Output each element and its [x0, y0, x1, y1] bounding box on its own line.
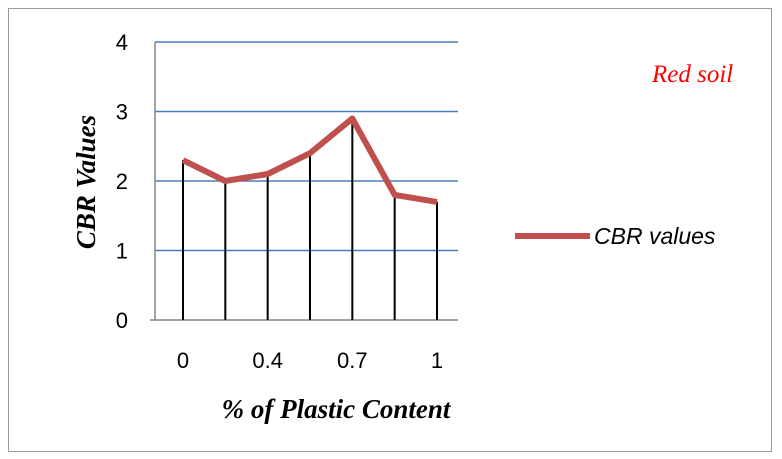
x-axis-title: % of Plastic Content	[222, 394, 452, 424]
drop-lines	[182, 118, 438, 320]
x-tick-label-2: 0.7	[337, 348, 368, 373]
y-tick-labels: 0 1 2 3 4	[116, 30, 128, 333]
gridlines	[155, 41, 458, 252]
x-tick-label-0: 0	[177, 348, 189, 373]
y-tick-label-2: 2	[116, 169, 128, 194]
y-tick-label-4: 4	[116, 30, 128, 55]
x-tick-labels: 0 0.4 0.7 1	[177, 348, 443, 373]
annotation-red-soil: Red soil	[651, 61, 733, 88]
x-tick-label-3: 1	[431, 348, 443, 373]
chart-frame	[8, 8, 772, 452]
y-tick-label-3: 3	[116, 100, 128, 125]
y-tick-label-1: 1	[116, 239, 128, 264]
series-line-cbr-values	[181, 115, 438, 205]
y-tick-label-0: 0	[116, 308, 128, 333]
y-axis-title: CBR Values	[71, 115, 101, 249]
legend-label-cbr-values: CBR values	[594, 223, 716, 249]
x-tick-label-1: 0.4	[252, 348, 283, 373]
